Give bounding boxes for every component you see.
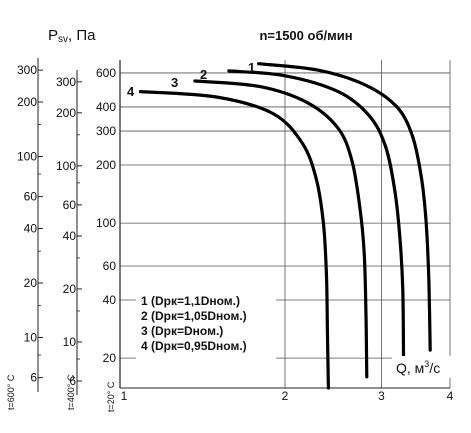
curve-3: [193, 79, 369, 379]
main-y-tick-label: 400: [96, 100, 116, 114]
axis-t600: 6 10 20 40 60 100 200 300: [17, 58, 43, 392]
sec600-tick-label: 100: [17, 149, 37, 163]
x-tick-label: 4: [447, 389, 454, 403]
sec600-tick-label: 10: [24, 331, 38, 345]
main-y-tick-label: 40: [103, 293, 117, 307]
y-axis-label: Psv, Па: [48, 27, 96, 45]
sec600-tick-label: 20: [24, 276, 38, 290]
axis-t400: 6 10 20 40 60 100 200 300: [56, 70, 82, 395]
x-axis-label-main: Q, м: [396, 360, 424, 376]
axis-label-t600: t=600° C: [6, 374, 16, 410]
main-y-tick-label: 100: [96, 216, 116, 230]
axis-label-t400: t=400° C: [66, 374, 76, 410]
sec600-tick-label: 40: [24, 222, 38, 236]
curve-2: [227, 69, 406, 360]
main-y-tick-label: 200: [96, 158, 116, 172]
curve-label-4: 4: [127, 84, 135, 99]
sec600-tick-label: 300: [17, 63, 37, 77]
curve-label-3: 3: [171, 75, 178, 90]
sec400-tick-label: 6: [69, 374, 76, 388]
sec600-tick-label: 200: [17, 95, 37, 109]
main-y-tick-label: 300: [96, 124, 116, 138]
main-y-ticks: 20 40 60 100 200 300 400 600: [96, 66, 116, 365]
sec400-tick-label: 10: [63, 335, 77, 349]
x-label-background: [392, 356, 452, 378]
main-y-tick-label: 20: [103, 351, 117, 365]
sec600-tick-label: 6: [30, 371, 37, 385]
curve-label-2: 2: [200, 67, 207, 82]
x-tick-label: 1: [121, 389, 128, 403]
x-axis-label: Q, м3/с: [396, 359, 440, 376]
legend-item-1: 1 (Dрк=1,1Dном.): [141, 294, 240, 308]
legend-item-2: 2 (Dрк=1,05Dном.): [141, 309, 247, 323]
sec400-tick-label: 40: [63, 229, 77, 243]
x-tick-label: 3: [378, 389, 385, 403]
sec400-tick-label: 300: [56, 75, 76, 89]
main-y-tick-label: 600: [96, 66, 116, 80]
y-axis-label-sub: sv: [58, 34, 68, 45]
legend-item-3: 3 (Dрк=Dном.): [141, 324, 223, 338]
curve-label-1: 1: [248, 60, 255, 75]
x-ticks: 1 2 3 4: [121, 389, 454, 403]
y-axis-label-unit: , Па: [68, 27, 96, 44]
x-axis-label-unit: /с: [429, 360, 440, 376]
y-axis-label-p: P: [48, 27, 58, 44]
curve-4: [138, 90, 330, 390]
sec400-tick-label: 20: [63, 282, 77, 296]
legend-background: [136, 292, 276, 362]
curve-1: [257, 62, 432, 352]
sec400-tick-label: 60: [63, 198, 77, 212]
sec600-tick-label: 60: [24, 190, 38, 204]
sec400-tick-label: 100: [56, 159, 76, 173]
x-axis-label-sup: 3: [424, 359, 429, 369]
main-y-tick-label: 60: [103, 259, 117, 273]
x-tick-label: 2: [282, 389, 289, 403]
chart-title: n=1500 об/мин: [259, 28, 352, 43]
legend-item-4: 4 (Dрк=0,95Dном.): [141, 339, 247, 353]
sec400-tick-label: 200: [56, 106, 76, 120]
axis-label-t20: t=20° C: [106, 381, 116, 412]
curves: [138, 62, 432, 390]
